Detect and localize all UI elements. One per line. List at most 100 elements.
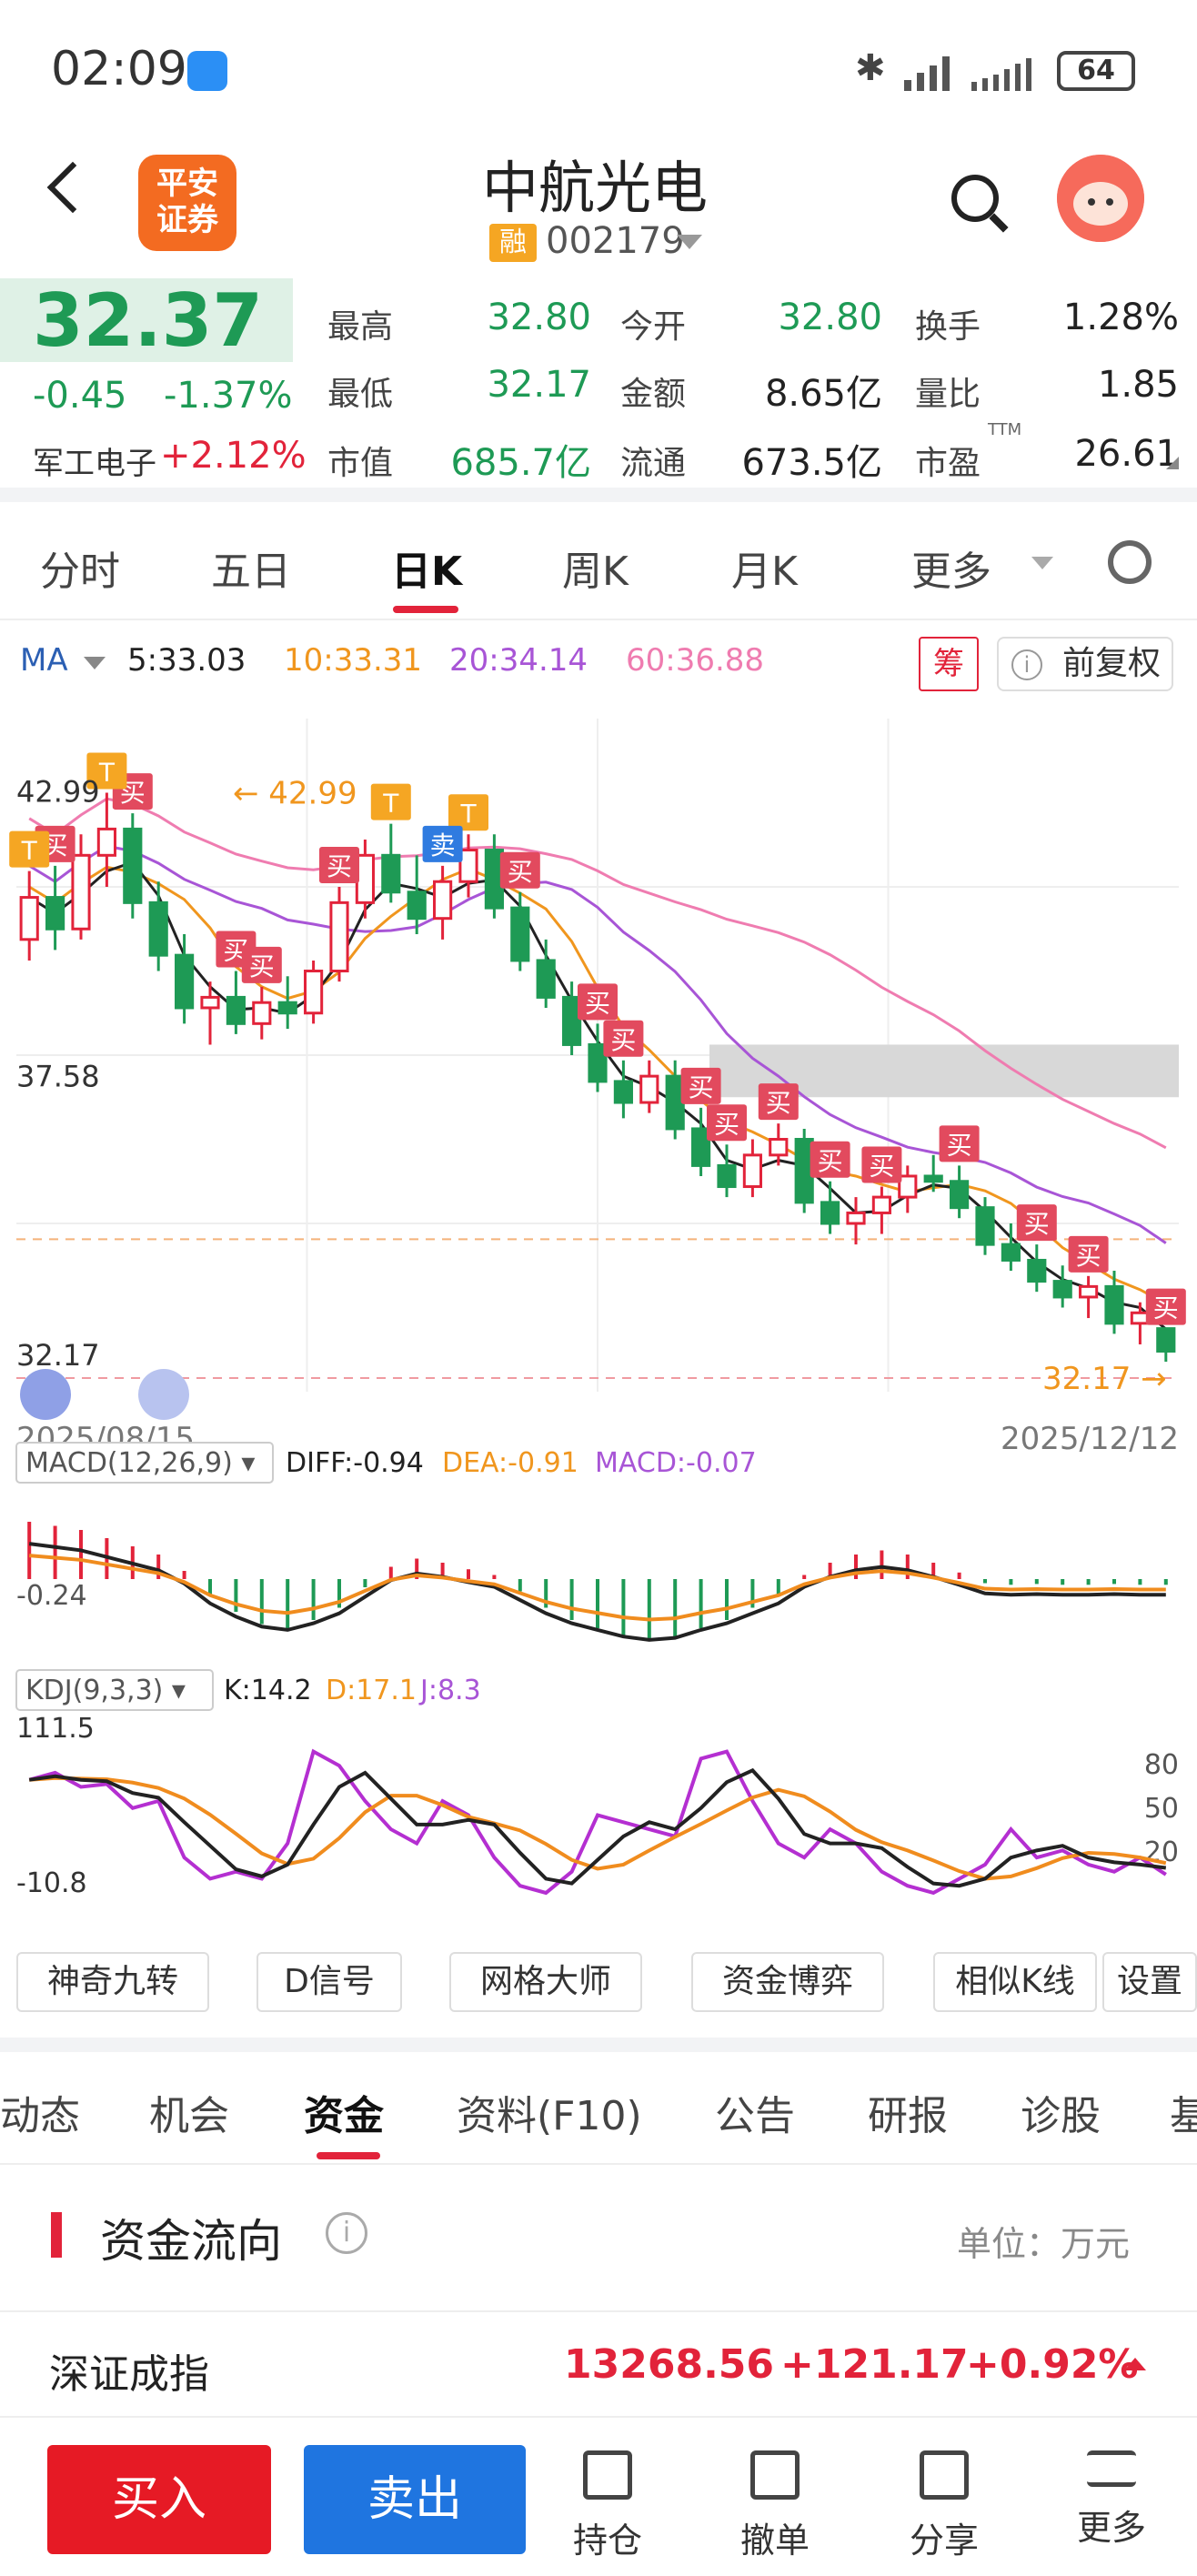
tab-more[interactable]: 更多 xyxy=(911,548,991,595)
gear-icon[interactable] xyxy=(1108,540,1152,584)
back-icon[interactable] xyxy=(46,161,99,214)
index-name[interactable]: 深证成指 xyxy=(49,2351,209,2398)
trade-signal-label: 买 xyxy=(689,1072,714,1102)
kdj-d-line xyxy=(29,1776,1167,1881)
price-change-pct: -1.37% xyxy=(164,375,293,417)
period-tabs: 分时 五日 日K 周K 月K 更多 xyxy=(0,502,1197,620)
macd-axis-label: -0.24 xyxy=(16,1580,87,1612)
candle xyxy=(562,995,582,1046)
candle xyxy=(1052,1280,1072,1299)
tab-monthly-k[interactable]: 月K xyxy=(731,548,798,595)
tab-weekly-k[interactable]: 周K xyxy=(562,548,629,595)
adjust-button[interactable]: i 前复权 xyxy=(997,637,1173,691)
ma-selector[interactable]: MA xyxy=(20,642,68,679)
quote-label: 流通 xyxy=(620,445,687,482)
more-button[interactable]: 更多 xyxy=(1057,2450,1166,2550)
expand-corner-icon[interactable] xyxy=(1166,457,1179,469)
candle xyxy=(381,853,401,894)
tab-research[interactable]: 研报 xyxy=(868,2093,948,2139)
tab-announcement[interactable]: 公告 xyxy=(715,2093,795,2139)
bluetooth-icon: ✱ xyxy=(855,47,886,89)
index-change: +121.17 xyxy=(780,2341,969,2388)
kdj-j: J:8.3 xyxy=(418,1675,481,1706)
scroll-left-button xyxy=(20,1369,71,1421)
trade-signal-label: 买 xyxy=(1153,1293,1179,1323)
chevron-up-icon[interactable] xyxy=(1124,2358,1146,2370)
candle xyxy=(639,1074,659,1104)
ttm-label: TTM xyxy=(988,420,1022,439)
battery-icon: 64 xyxy=(1057,51,1135,91)
sector-change: +2.12% xyxy=(160,435,307,477)
macd-diff: DIFF:-0.94 xyxy=(286,1447,424,1479)
candle xyxy=(1027,1258,1047,1283)
quote-label: 最低 xyxy=(327,376,394,413)
undo-icon xyxy=(750,2450,800,2500)
candle xyxy=(277,1001,297,1015)
candle xyxy=(717,1163,737,1189)
candle xyxy=(71,853,91,931)
candle xyxy=(96,827,116,857)
candle xyxy=(123,827,143,904)
macd-selector xyxy=(15,1442,274,1484)
macd-value: MACD:-0.07 xyxy=(595,1447,757,1479)
section-marker xyxy=(51,2212,62,2258)
quote-panel: 32.37 -0.45 -1.37% 军工电子 +2.12% 最高 32.80 今开… xyxy=(0,278,1197,488)
candle xyxy=(484,849,504,910)
assistant-avatar[interactable] xyxy=(1057,155,1144,242)
tab-capital[interactable]: 资金 xyxy=(304,2093,384,2139)
clock: 02:09 xyxy=(51,42,187,96)
tool-grid-master[interactable]: 网格大师 xyxy=(449,1952,642,2012)
search-icon[interactable] xyxy=(951,175,999,222)
share-icon xyxy=(920,2450,969,2500)
tab-daily-k[interactable]: 日K xyxy=(391,548,463,595)
tab-intraday[interactable]: 分时 xyxy=(40,548,120,595)
tool-similar-k[interactable]: 相似K线 xyxy=(933,1952,1097,2012)
tool-d-signal[interactable]: D信号 xyxy=(256,1952,402,2012)
positions-button[interactable]: 持仓 xyxy=(553,2450,662,2562)
candle xyxy=(1001,1243,1021,1262)
tool-nine-turns[interactable]: 神奇九转 xyxy=(16,1952,209,2012)
share-button[interactable]: 分享 xyxy=(890,2450,999,2562)
index-change-pct: +0.92% xyxy=(966,2341,1139,2388)
quote-label: 换手 xyxy=(915,308,981,346)
tab-f10[interactable]: 资料(F10) xyxy=(457,2093,642,2139)
chip-distribution-button[interactable]: 筹 xyxy=(919,637,979,691)
tab-five-day[interactable]: 五日 xyxy=(211,548,291,595)
tab-news[interactable]: 动态 xyxy=(0,2093,80,2139)
candle xyxy=(19,896,39,941)
chevron-down-icon[interactable] xyxy=(677,235,702,249)
tab-diagnosis[interactable]: 诊股 xyxy=(1021,2093,1101,2139)
quote-value: 685.7亿 xyxy=(450,442,591,484)
chevron-down-icon[interactable] xyxy=(1031,557,1053,569)
ma10-value: 10:33.31 xyxy=(284,642,423,679)
high-marker: ← 42.99 xyxy=(233,776,357,812)
trade-signal xyxy=(810,1141,850,1178)
trade-signal xyxy=(422,825,463,862)
cancel-order-button[interactable]: 撤单 xyxy=(720,2450,830,2562)
candle xyxy=(794,1138,814,1204)
sell-button[interactable]: 卖出 xyxy=(304,2445,526,2554)
trade-signal-label: 卖 xyxy=(430,830,456,860)
candle xyxy=(148,901,168,957)
chevron-down-icon[interactable] xyxy=(84,657,106,669)
candle xyxy=(252,1001,272,1025)
info-icon[interactable]: i xyxy=(326,2212,367,2254)
candle xyxy=(975,1206,995,1246)
sector-name[interactable]: 军工电子 xyxy=(33,446,156,482)
stock-code[interactable]: 002179 xyxy=(546,220,685,262)
candle xyxy=(871,1195,891,1214)
capital-flow-title: 资金流向 xyxy=(100,2215,282,2268)
buy-button[interactable]: 买入 xyxy=(47,2445,271,2554)
candle xyxy=(175,953,195,1010)
candle xyxy=(691,1127,711,1167)
trade-signal-label: 买 xyxy=(610,1025,636,1055)
quote-label: 市值 xyxy=(327,445,394,482)
tool-settings[interactable]: 设置 xyxy=(1102,1952,1197,2012)
quote-value: 32.80 xyxy=(487,297,591,338)
trade-signal-label: T xyxy=(382,789,399,819)
trade-signal-label: 买 xyxy=(869,1152,894,1182)
tool-capital-game[interactable]: 资金博弈 xyxy=(691,1952,884,2012)
tab-opportunity[interactable]: 机会 xyxy=(149,2093,229,2139)
tab-fund[interactable]: 基 xyxy=(1170,2093,1197,2139)
